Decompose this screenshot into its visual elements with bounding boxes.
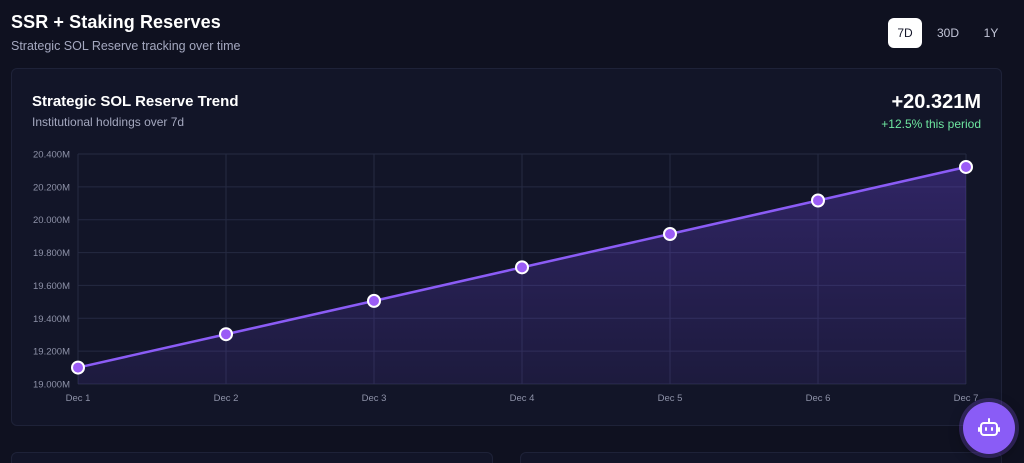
series-area	[78, 166, 966, 384]
reserve-trend-card: Strategic SOL Reserve Trend Institutiona…	[11, 68, 1002, 426]
page-title: SSR + Staking Reserves	[11, 12, 221, 32]
tab-7d[interactable]: 7D	[887, 18, 922, 48]
x-tick-label: Dec 3	[362, 393, 387, 404]
bottom-panel-right	[520, 452, 1002, 463]
y-tick-label: 20.400M	[33, 150, 70, 161]
metric-value: +20.321M	[891, 91, 981, 113]
y-tick-label: 19.400M	[33, 314, 70, 325]
data-point	[71, 360, 85, 375]
tab-1y[interactable]: 1Y	[974, 18, 1008, 48]
assistant-button[interactable]	[963, 402, 1015, 454]
data-point	[811, 193, 825, 208]
y-tick-label: 19.800M	[33, 248, 70, 259]
data-point	[219, 327, 233, 342]
tab-30d[interactable]: 30D	[928, 18, 968, 48]
chart-title: Strategic SOL Reserve Trend	[32, 93, 239, 110]
y-tick-label: 19.200M	[33, 347, 70, 358]
y-tick-label: 20.200M	[33, 182, 70, 193]
x-tick-label: Dec 5	[658, 393, 683, 404]
x-tick-label: Dec 7	[954, 393, 979, 404]
reserve-line-chart: 19.000M 19.200M 19.400M 19.600M 19.800M 20.00…	[33, 150, 979, 405]
bottom-panel-left	[11, 452, 493, 463]
chart-subtitle: Institutional holdings over 7d	[32, 115, 185, 129]
x-tick-label: Dec 4	[510, 393, 535, 404]
metric-change: +12.5% this period	[881, 117, 981, 131]
time-range-tabs: 7D 30D 1Y	[887, 18, 1008, 48]
robot-icon	[977, 416, 1001, 440]
x-tick-label: Dec 2	[214, 393, 239, 404]
data-point	[367, 293, 381, 308]
y-tick-label: 20.000M	[33, 215, 70, 226]
x-tick-label: Dec 6	[806, 393, 831, 404]
page-header: SSR + Staking Reserves Strategic SOL Res…	[11, 12, 241, 53]
page-subtitle: Strategic SOL Reserve tracking over time	[11, 39, 241, 53]
y-tick-label: 19.000M	[33, 380, 70, 391]
data-point	[515, 260, 529, 275]
y-tick-label: 19.600M	[33, 281, 70, 292]
data-point	[959, 159, 973, 174]
data-point	[663, 227, 677, 242]
x-tick-label: Dec 1	[66, 393, 91, 404]
